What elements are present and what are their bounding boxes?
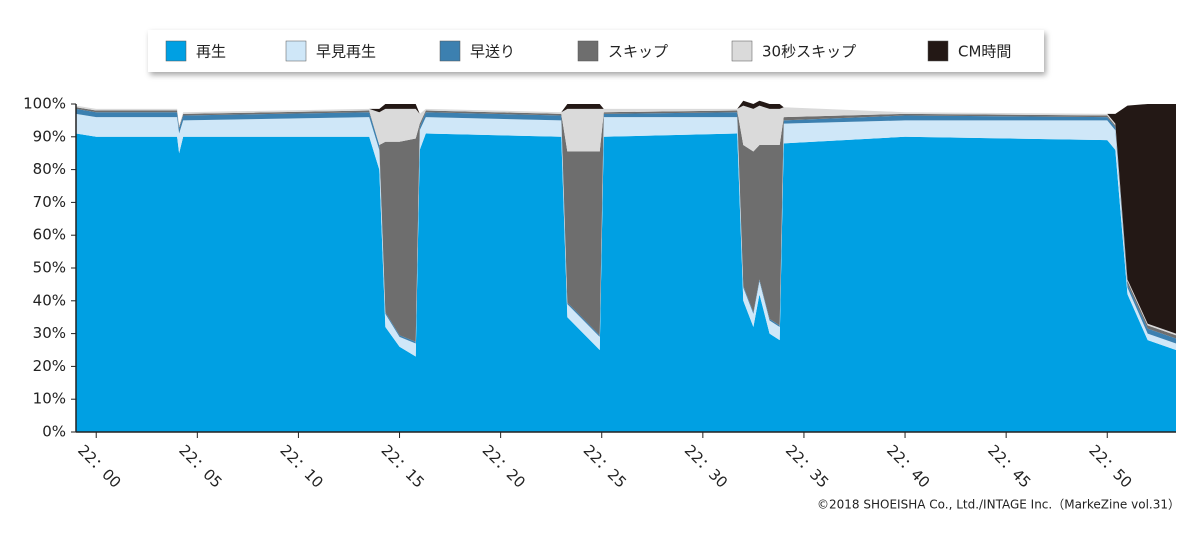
x-tick-label: 22：10 [276,441,326,491]
x-tick-label: 22：30 [681,441,731,491]
legend-swatch [927,40,949,62]
legend-swatch [577,40,599,62]
legend-swatch [285,40,307,62]
legend-label: CM時間 [958,43,1011,61]
x-tick-label: 22：00 [74,441,124,491]
legend-swatch [165,40,187,62]
y-tick-label: 90% [33,127,66,145]
y-tick-label: 10% [33,390,66,408]
y-tick-label: 40% [33,291,66,309]
x-tick-label: 22：25 [580,441,630,491]
legend-label: 30秒スキップ [762,43,856,61]
y-tick-label: 80% [33,160,66,178]
x-tick-label: 22：20 [479,441,529,491]
legend-label: スキップ [608,43,668,61]
legend-label: 早見再生 [316,43,376,61]
legend-label: 早送り [470,43,515,61]
y-tick-label: 100% [23,95,66,113]
area [76,133,1176,432]
source: ©2018 SHOEISHA Co., Ltd./INTAGE Inc.（Mar… [817,498,1180,512]
y-tick-label: 50% [33,259,66,277]
legend-swatch [439,40,461,62]
y-tick-label: 20% [33,357,66,375]
x-tick-label: 22：40 [883,441,933,491]
y-tick-label: 0% [42,423,66,441]
y-tick-label: 60% [33,226,66,244]
legend-swatch [731,40,753,62]
x-tick-label: 22：15 [378,441,428,491]
area [76,113,1176,357]
x-tick-label: 22：50 [1085,441,1135,491]
y-tick-label: 30% [33,324,66,342]
x-tick-label: 22：45 [984,441,1034,491]
y-tick-label: 70% [33,193,66,211]
legend-label: 再生 [196,43,226,61]
x-tick-label: 22：05 [175,441,225,491]
x-tick-label: 22：35 [782,441,832,491]
